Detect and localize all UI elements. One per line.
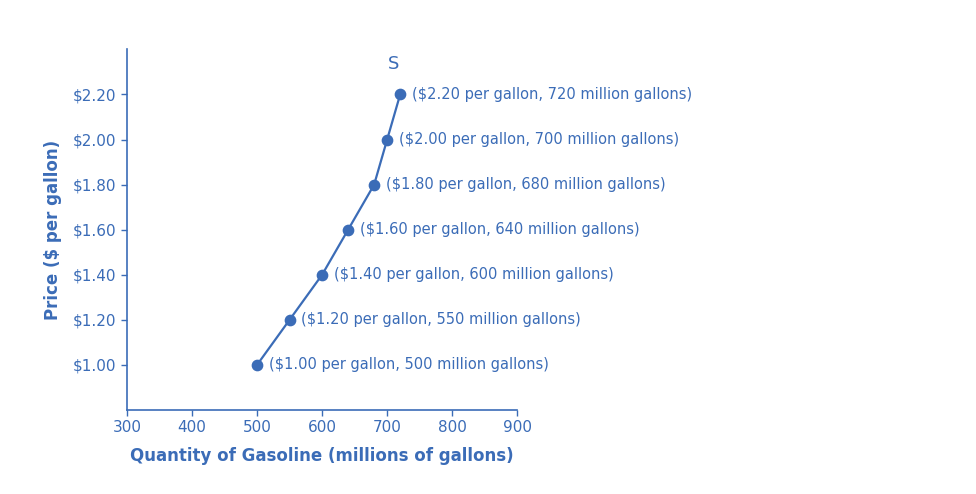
Point (366, 181, 382, 189)
Text: ($2.00 per gallon, 700 million gallons): ($2.00 per gallon, 700 million gallons) (399, 132, 679, 147)
Text: ($1.00 per gallon, 500 million gallons): ($1.00 per gallon, 500 million gallons) (268, 358, 549, 372)
Text: S: S (388, 55, 399, 73)
Text: ($1.40 per gallon, 600 million gallons): ($1.40 per gallon, 600 million gallons) (334, 267, 614, 282)
Y-axis label: Price ($ per gallon): Price ($ per gallon) (44, 140, 61, 320)
X-axis label: Quantity of Gasoline (millions of gallons): Quantity of Gasoline (millions of gallon… (130, 447, 514, 464)
Point (392, 90, 408, 98)
Text: ($2.20 per gallon, 720 million gallons): ($2.20 per gallon, 720 million gallons) (412, 87, 692, 102)
Text: ($1.80 per gallon, 680 million gallons): ($1.80 per gallon, 680 million gallons) (386, 177, 666, 192)
Point (380, 136, 395, 144)
Text: ($1.20 per gallon, 550 million gallons): ($1.20 per gallon, 550 million gallons) (302, 312, 581, 328)
Point (249, 361, 264, 369)
Point (314, 271, 330, 279)
Text: ($1.60 per gallon, 640 million gallons): ($1.60 per gallon, 640 million gallons) (360, 222, 639, 237)
Point (341, 226, 356, 234)
Point (282, 316, 298, 324)
